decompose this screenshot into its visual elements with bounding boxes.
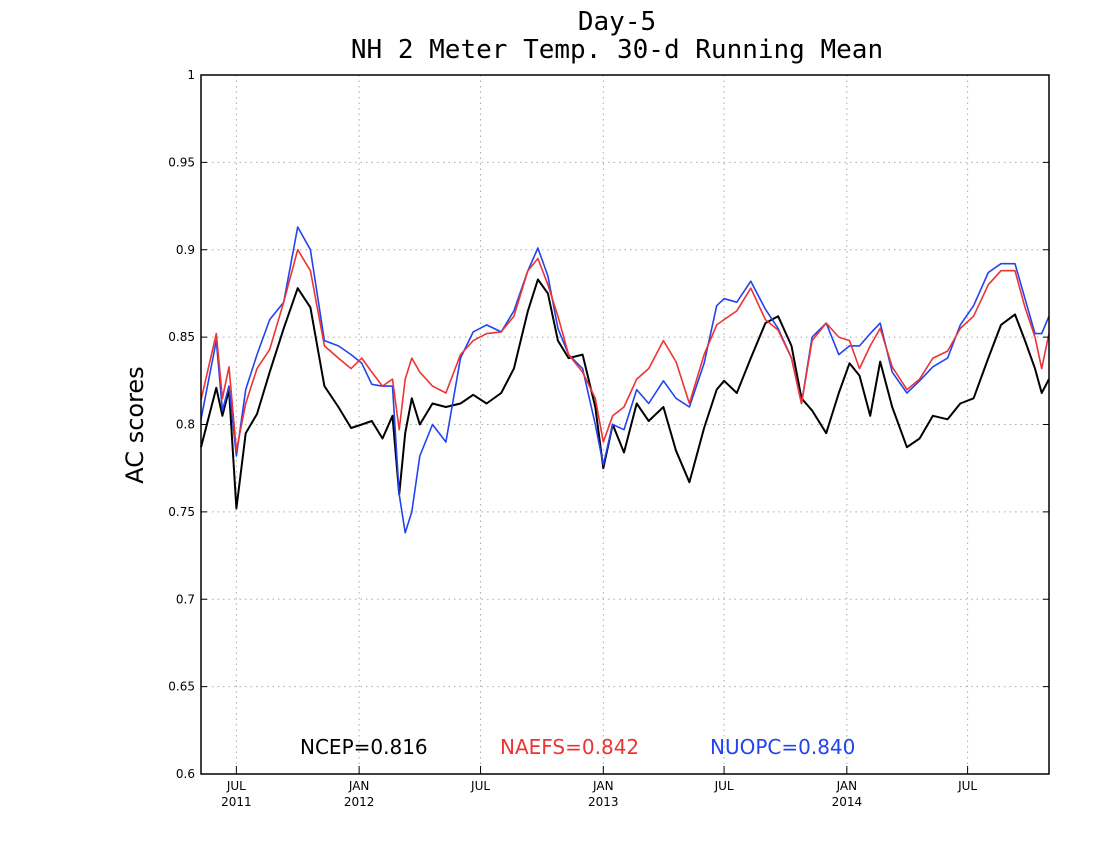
series-lines: [200, 226, 1050, 534]
y-tick-label: 0.85: [168, 330, 195, 344]
y-tick-label: 0.6: [176, 767, 195, 781]
ncep-stat-label: NCEP=0.816: [300, 735, 428, 759]
x-tick-year-label: 2012: [344, 795, 375, 809]
series-line-ncep: [200, 278, 1050, 510]
chart-title: Day-5: [578, 7, 656, 37]
x-axis-ticks: JUL 2011 JAN 2012 JUL JAN 2013 JUL JAN 2014 JUL: [221, 766, 977, 809]
x-tick-year-label: 2014: [832, 795, 863, 809]
x-tick-month-label: JAN: [348, 779, 370, 793]
series-line-naefs: [200, 248, 1050, 452]
nuopc-stat-label: NUOPC=0.840: [710, 735, 855, 759]
y-tick-label: 0.65: [168, 680, 195, 694]
y-tick-label: 0.7: [176, 592, 195, 606]
y-tick-label: 0.8: [176, 418, 195, 432]
y-tick-label: 0.95: [168, 155, 195, 169]
y-tick-label: 1: [187, 68, 195, 82]
x-tick-year-label: 2011: [221, 795, 252, 809]
x-tick-month-label: JAN: [836, 779, 858, 793]
y-axis-ticks: 0.6 0.65 0.7 0.75 0.8 0.85 0.9 0.95 1: [168, 68, 1049, 781]
x-tick-month-label: JUL: [714, 779, 734, 793]
series-line-nuopc: [200, 226, 1050, 534]
y-axis-label: AC scores: [121, 366, 149, 483]
naefs-stat-label: NAEFS=0.842: [500, 735, 639, 759]
y-tick-label: 0.75: [168, 505, 195, 519]
x-tick-month-label: JUL: [470, 779, 490, 793]
x-tick-month-label: JAN: [592, 779, 614, 793]
x-tick-month-label: JUL: [226, 779, 246, 793]
chart-subtitle: NH 2 Meter Temp. 30-d Running Mean: [351, 35, 883, 65]
y-tick-label: 0.9: [176, 243, 195, 257]
x-tick-month-label: JUL: [957, 779, 977, 793]
x-tick-year-label: 2013: [588, 795, 619, 809]
